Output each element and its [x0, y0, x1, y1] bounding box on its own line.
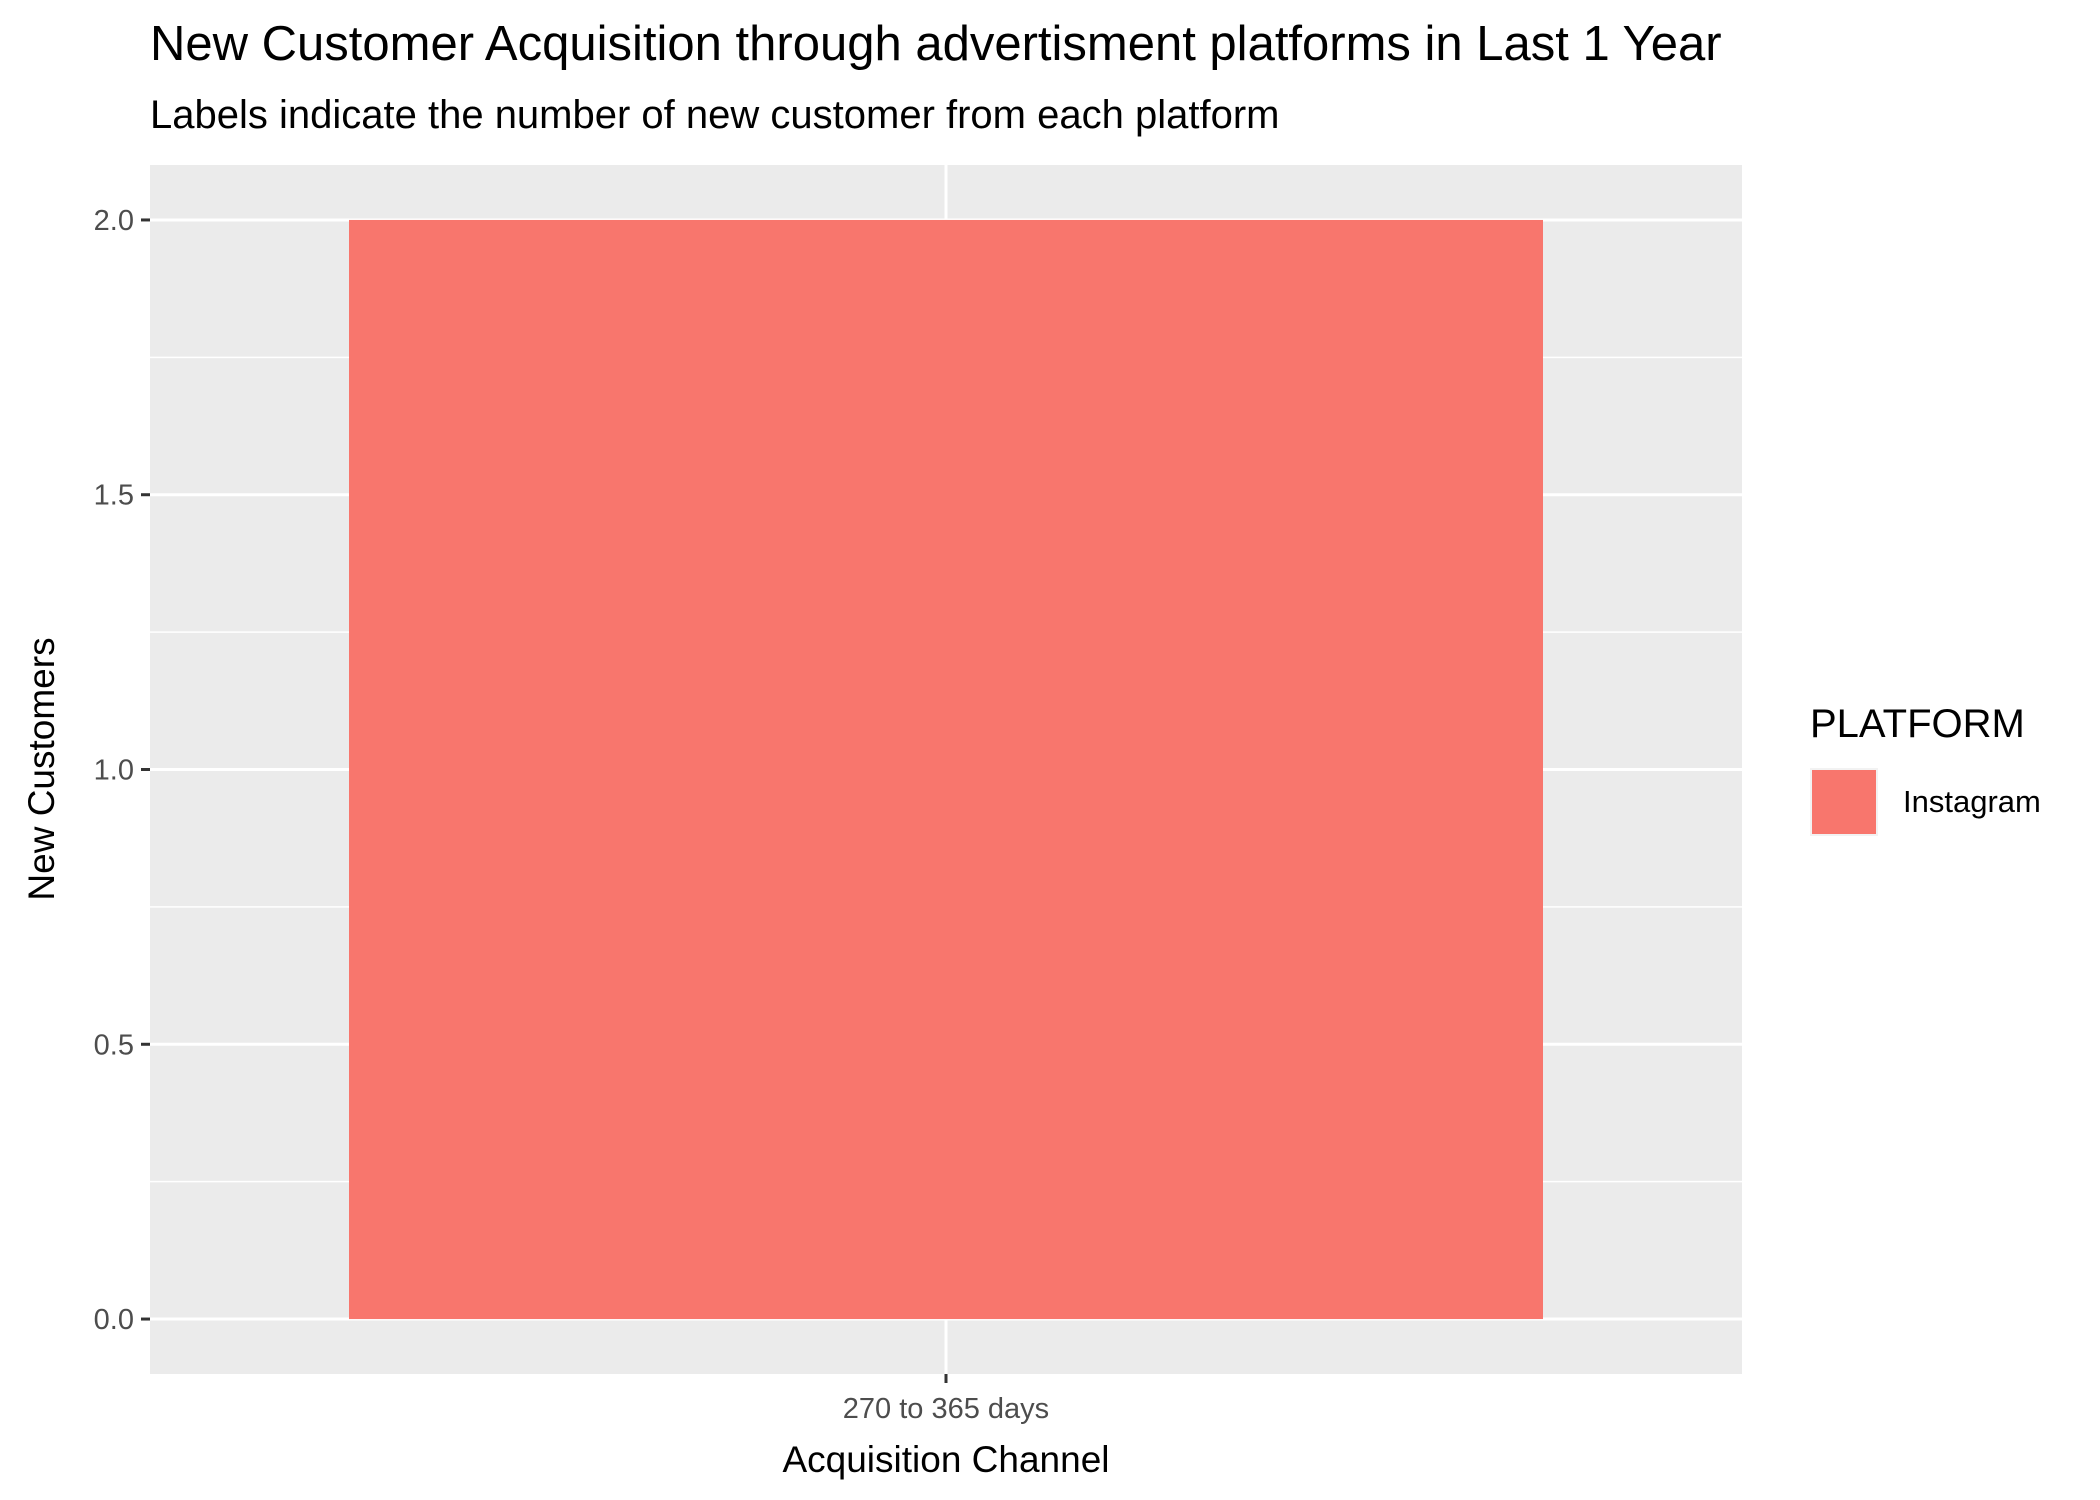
legend: PLATFORM Instagram [1810, 702, 2041, 836]
y-axis-title: New Customers [21, 637, 62, 900]
bar [349, 219, 1543, 1320]
x-tick-label: 270 to 365 days [843, 1393, 1049, 1425]
legend-label: Instagram [1903, 784, 2041, 819]
bars [349, 219, 1543, 1320]
chart-title: New Customer Acquisition through adverti… [150, 17, 1722, 71]
y-tick-label: 1.0 [94, 755, 134, 787]
y-tick-label: 0.5 [94, 1029, 134, 1061]
legend-swatch [1812, 770, 1876, 834]
legend-title: PLATFORM [1810, 702, 2025, 746]
x-axis: 270 to 365 days [843, 1374, 1049, 1425]
y-tick-label: 0.0 [94, 1304, 134, 1336]
y-axis: 0.0 0.5 1.0 1.5 2.0 [94, 205, 150, 1336]
y-tick-label: 2.0 [94, 205, 134, 237]
y-tick-label: 1.5 [94, 480, 134, 512]
x-axis-title: Acquisition Channel [782, 1439, 1109, 1480]
chart-subtitle: Labels indicate the number of new custom… [150, 93, 1279, 137]
